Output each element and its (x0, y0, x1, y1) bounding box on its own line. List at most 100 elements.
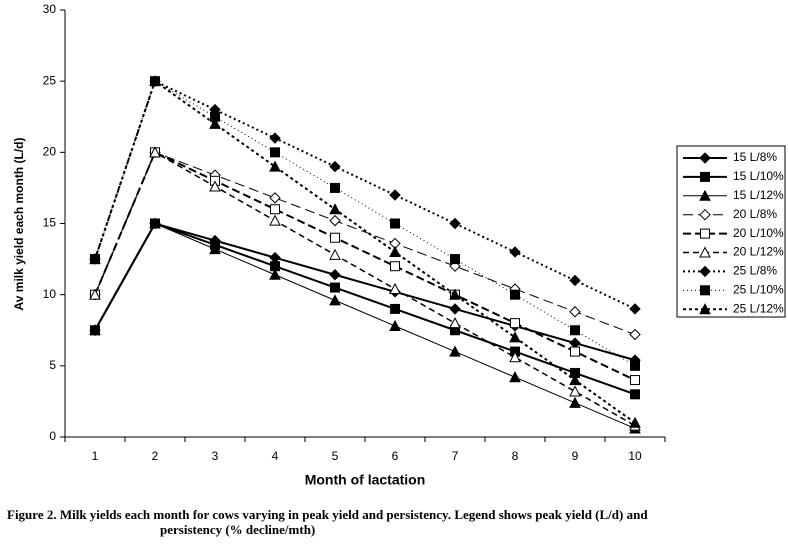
marker (330, 282, 340, 293)
marker (89, 288, 101, 300)
x-tick-label: 4 (272, 449, 279, 463)
marker (270, 204, 280, 215)
marker (269, 192, 281, 204)
marker (330, 232, 340, 243)
marker (209, 180, 221, 192)
marker (149, 217, 161, 229)
marker (269, 132, 281, 144)
marker (449, 217, 461, 230)
x-tick-label: 10 (628, 449, 642, 463)
legend-marker (700, 228, 710, 239)
marker (630, 375, 640, 386)
legend-label: 25 L/12% (733, 301, 784, 315)
legend-marker (699, 208, 711, 221)
marker (389, 282, 401, 294)
x-tick-label: 7 (452, 449, 459, 463)
marker (569, 337, 581, 349)
x-tick-label: 2 (152, 449, 159, 463)
legend-label: 25 L/10% (733, 282, 784, 296)
marker (269, 251, 281, 264)
marker (629, 328, 641, 341)
y-tick-label: 25 (43, 73, 57, 87)
marker (329, 248, 341, 260)
marker (509, 246, 521, 258)
marker (329, 269, 341, 281)
marker (510, 289, 520, 300)
marker (329, 214, 341, 227)
marker (569, 373, 581, 386)
marker (390, 261, 400, 272)
marker (390, 218, 400, 229)
series-line (94, 80, 636, 367)
x-tick-label: 3 (212, 449, 219, 463)
legend-marker (700, 171, 710, 182)
marker (450, 254, 460, 265)
legend-label: 20 L/8% (733, 207, 777, 221)
x-tick-label: 8 (512, 449, 519, 463)
marker (629, 416, 641, 428)
marker (569, 306, 581, 318)
marker (449, 303, 461, 315)
legend-label: 15 L/8% (733, 150, 777, 164)
legend-marker (699, 189, 711, 201)
marker (329, 294, 341, 306)
marker (390, 303, 400, 314)
series-line (94, 79, 636, 310)
series-line (94, 222, 636, 429)
marker (449, 288, 461, 300)
series-line (94, 222, 636, 362)
marker (449, 345, 461, 357)
legend-label: 20 L/12% (733, 245, 784, 259)
marker (89, 253, 101, 265)
marker (149, 146, 161, 158)
marker (570, 346, 580, 357)
marker (569, 385, 581, 397)
marker (630, 360, 640, 371)
marker (89, 324, 101, 336)
marker (630, 389, 640, 400)
legend-marker (699, 152, 711, 164)
x-tick-label: 5 (332, 449, 339, 463)
y-tick-label: 10 (43, 287, 57, 301)
marker (509, 371, 521, 383)
marker (149, 75, 161, 87)
marker (570, 325, 580, 336)
series-line (94, 150, 636, 381)
marker (329, 160, 341, 173)
caption: persistency (% decline/mth) (160, 522, 315, 537)
y-axis-label: Av milk yield each month (L/d) (12, 138, 26, 311)
series-line (94, 79, 636, 424)
marker (509, 331, 521, 343)
legend-marker (699, 246, 711, 258)
marker (329, 203, 341, 215)
legend-marker (699, 265, 711, 278)
x-tick-label: 1 (92, 449, 99, 463)
legend-marker (699, 303, 711, 315)
marker (569, 274, 581, 287)
x-tick-label: 9 (572, 449, 579, 463)
series-line (94, 151, 636, 427)
y-tick-label: 15 (43, 216, 57, 230)
y-tick-label: 0 (49, 429, 56, 443)
marker (209, 117, 221, 129)
marker (330, 182, 340, 193)
series-line (94, 222, 636, 396)
marker (449, 317, 461, 329)
marker (270, 147, 280, 158)
x-tick-label: 6 (392, 449, 399, 463)
marker (509, 351, 521, 363)
x-axis-label: Month of lactation (305, 472, 426, 488)
marker (269, 160, 281, 172)
series-line (94, 151, 636, 335)
y-tick-label: 5 (49, 358, 56, 372)
marker (269, 214, 281, 226)
legend-marker (700, 285, 710, 296)
marker (209, 243, 221, 255)
caption: Figure 2. Milk yields each month for cow… (7, 507, 648, 522)
marker (569, 396, 581, 408)
marker (389, 245, 401, 257)
marker (389, 189, 401, 201)
legend-label: 15 L/10% (733, 169, 784, 183)
legend-label: 15 L/12% (733, 188, 784, 202)
